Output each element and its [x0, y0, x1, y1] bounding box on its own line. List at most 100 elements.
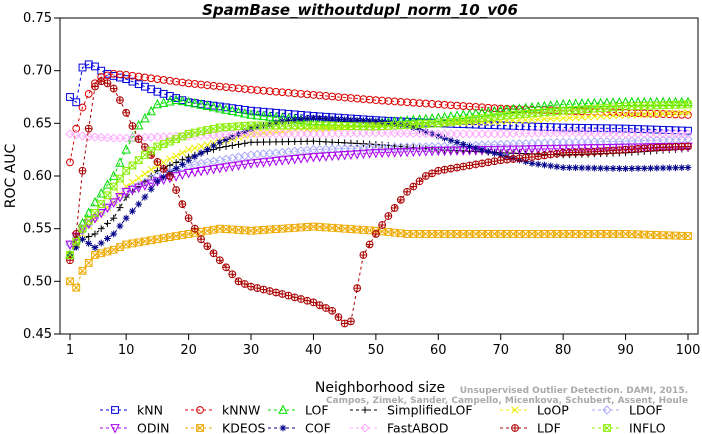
point-kdeos: [359, 226, 368, 234]
point-kdeos-stroke: [472, 230, 480, 238]
point-lof: [258, 110, 269, 121]
point-knnw: [222, 83, 230, 91]
point-inflo: [297, 121, 305, 130]
point-kdeos: [259, 226, 268, 234]
point-odin: [208, 165, 219, 175]
point-kdeos-stroke: [440, 230, 449, 238]
point-kdeos-stroke: [584, 230, 592, 238]
point-loop-stroke: [315, 124, 324, 133]
point-inflo-stroke: [484, 113, 492, 122]
point-inflo: [621, 102, 630, 111]
point-knnw: [652, 109, 661, 118]
point-cof-stroke: [316, 115, 323, 122]
point-knn: [590, 124, 599, 132]
point-knnw: [421, 99, 430, 108]
point-knn: [602, 124, 611, 133]
point-odin: [389, 148, 400, 158]
point-kdeos-stroke: [116, 243, 124, 251]
point-kdeos-stroke: [521, 230, 530, 238]
point-lof: [177, 95, 188, 106]
point-kdeos-stroke: [565, 230, 574, 238]
point-cof-stroke: [585, 165, 591, 171]
point-knn: [503, 121, 511, 130]
point-inflo-stroke: [390, 121, 399, 130]
point-ldof: [408, 142, 418, 152]
point-lof: [433, 112, 444, 122]
legend-item-fastabod: FastABOD: [350, 421, 449, 434]
point-kdeos: [222, 225, 230, 233]
point-inflo-stroke: [403, 121, 411, 129]
point-ldof: [421, 142, 431, 152]
point-fastabod: [533, 128, 543, 138]
point-inflo-stroke: [678, 100, 686, 109]
legend-swatch-marker: [196, 406, 204, 414]
point-inflo: [259, 121, 268, 130]
point-odin: [127, 185, 138, 196]
point-inflo: [78, 224, 87, 233]
point-lof: [514, 103, 525, 113]
point-kdeos-stroke: [534, 230, 542, 238]
point-cof-stroke: [572, 165, 579, 171]
point-loop-stroke: [159, 158, 168, 167]
point-kdeos-stroke: [315, 223, 324, 231]
point-kdeos-stroke: [153, 235, 162, 243]
point-knn: [265, 108, 274, 117]
point-lof: [464, 108, 475, 119]
point-inflo-stroke: [322, 121, 330, 130]
point-knn: [571, 123, 580, 132]
series-line-simplifiedlof: [69, 140, 689, 256]
point-kdeos: [484, 230, 493, 238]
point-cof-stroke: [135, 201, 142, 207]
point-cof-stroke: [98, 240, 104, 246]
point-inflo-stroke: [97, 200, 105, 208]
point-lof: [677, 96, 687, 107]
point-odin: [483, 145, 493, 156]
point-inflo: [190, 128, 199, 137]
point-kdeos-stroke: [621, 230, 630, 238]
point-lof: [471, 108, 481, 118]
point-odin: [190, 167, 200, 178]
point-lof: [221, 104, 231, 114]
point-fastabod: [652, 129, 662, 139]
point-kdeos: [240, 226, 249, 235]
point-fastabod: [496, 129, 506, 139]
point-knn: [247, 106, 255, 115]
point-knn: [134, 80, 143, 89]
point-kdeos: [459, 230, 468, 238]
point-cof-stroke: [129, 208, 136, 214]
point-fastabod: [271, 129, 281, 139]
point-ldof: [333, 144, 344, 154]
point-knnw: [671, 110, 680, 119]
point-lof: [233, 106, 244, 117]
point-kdeos: [528, 230, 536, 238]
point-knnw: [72, 124, 81, 133]
point-knnw: [478, 103, 486, 112]
point-cof-stroke: [92, 244, 98, 251]
point-lof: [183, 96, 194, 107]
point-inflo: [609, 103, 617, 112]
point-inflo-stroke: [571, 106, 580, 114]
point-kdeos: [434, 230, 443, 238]
point-ldof: [577, 137, 587, 147]
point-inflo-stroke: [621, 102, 630, 111]
point-fastabod: [221, 130, 231, 140]
point-lof: [570, 98, 581, 108]
point-inflo-stroke: [247, 121, 255, 130]
point-odin: [558, 144, 568, 155]
point-inflo-stroke: [266, 121, 274, 130]
point-loop-stroke: [590, 112, 599, 121]
point-cof-stroke: [591, 165, 598, 171]
x-tick-label: 50: [368, 343, 385, 358]
point-loop-stroke: [659, 109, 667, 118]
point-kdeos-stroke: [434, 230, 443, 238]
point-inflo: [265, 121, 274, 130]
point-lof: [583, 98, 593, 108]
point-inflo: [434, 119, 443, 128]
point-loop-stroke: [184, 145, 193, 154]
point-fastabod: [252, 129, 262, 139]
point-lof: [421, 113, 431, 124]
point-loop-stroke: [134, 174, 143, 182]
point-loop-stroke: [266, 128, 274, 137]
legend-item-simplifiedlof: SimplifiedLOF: [350, 403, 473, 418]
point-cof-stroke: [579, 165, 585, 171]
